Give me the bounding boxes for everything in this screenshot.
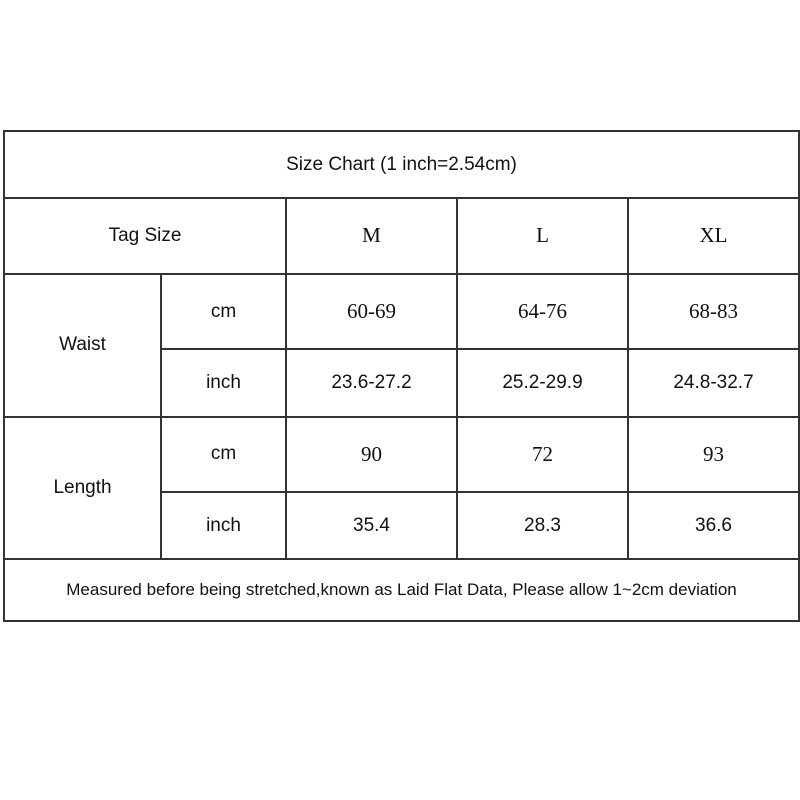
unit-label: inch bbox=[160, 491, 287, 561]
value-cell: 90 bbox=[285, 415, 458, 494]
table-row: Waist cm 60-69 64-76 68-83 bbox=[3, 272, 800, 418]
title-row: Size Chart (1 inch=2.54cm) bbox=[2, 129, 800, 200]
size-m: M bbox=[285, 197, 458, 275]
value-cell: 68-83 bbox=[626, 272, 800, 351]
value-cell: 60-69 bbox=[285, 272, 458, 351]
size-l: L bbox=[456, 197, 629, 275]
value-cell: 36.6 bbox=[626, 491, 800, 561]
unit-label: cm bbox=[160, 415, 287, 494]
size-chart-table: Size Chart (1 inch=2.54cm) Tag Size M L … bbox=[2, 129, 800, 622]
value-cell: 23.6-27.2 bbox=[285, 348, 458, 418]
value-cell: 28.3 bbox=[456, 491, 629, 561]
table-row: inch 35.4 28.3 36.6 bbox=[4, 491, 800, 561]
chart-title: Size Chart (1 inch=2.54cm) bbox=[2, 129, 800, 200]
unit-label: inch bbox=[160, 348, 287, 418]
size-xl: XL bbox=[626, 197, 800, 275]
measure-length: Length bbox=[3, 415, 162, 561]
tag-size-label: Tag Size bbox=[3, 197, 287, 275]
footnote-row: Measured before being stretched,known as… bbox=[2, 558, 800, 622]
value-cell: 24.8-32.7 bbox=[626, 348, 800, 418]
value-cell: 25.2-29.9 bbox=[456, 348, 629, 418]
value-cell: 64-76 bbox=[456, 272, 629, 351]
footnote: Measured before being stretched,known as… bbox=[2, 558, 800, 622]
unit-label: cm bbox=[160, 272, 287, 351]
value-cell: 72 bbox=[456, 415, 629, 494]
measure-waist: Waist bbox=[3, 272, 162, 418]
header-row: Tag Size M L XL bbox=[3, 197, 800, 275]
table-row: inch 23.6-27.2 25.2-29.9 24.8-32.7 bbox=[4, 348, 800, 418]
value-cell: 35.4 bbox=[285, 491, 458, 561]
value-cell: 93 bbox=[626, 415, 800, 494]
table-row: Length cm 90 72 93 bbox=[3, 415, 800, 561]
